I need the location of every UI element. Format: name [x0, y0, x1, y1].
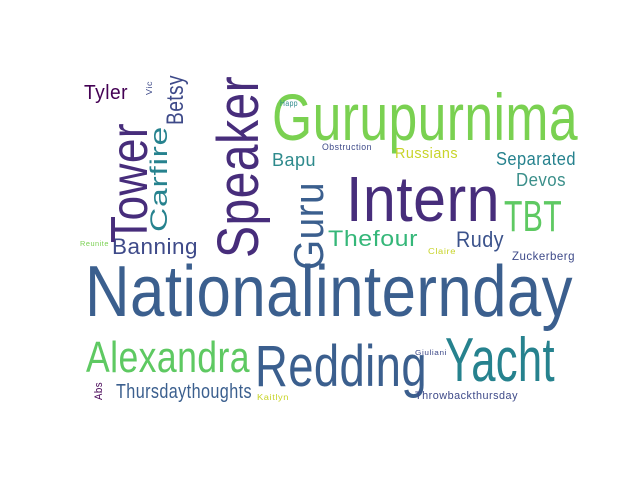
word-betsy: Betsy: [162, 75, 189, 125]
word-intern: Intern: [346, 163, 500, 235]
word-tbt: TBT: [504, 192, 562, 241]
word-zuckerberg: Zuckerberg: [512, 249, 575, 263]
word-speaker: Speaker: [206, 76, 271, 258]
word-gurupurnima: Gurupurnima: [272, 80, 578, 154]
word-redding: Redding: [255, 334, 427, 399]
word-kaitlyn: Kaitlyn: [257, 393, 289, 402]
word-yacht: Yacht: [445, 326, 555, 395]
word-reunite: Reunite: [80, 241, 109, 248]
word-thefour: Thefour: [328, 226, 418, 251]
word-separated: Separated: [496, 149, 576, 169]
word-tyler: Tyler: [84, 82, 128, 104]
word-banning: Banning: [112, 234, 198, 259]
word-happ: Happ: [280, 99, 298, 108]
word-thursdaythoughts: Thursdaythoughts: [116, 381, 252, 403]
word-tower: Tower: [101, 123, 159, 243]
word-giuliani: Giuliani: [415, 350, 447, 357]
word-devos: Devos: [516, 170, 566, 190]
word-throwbackthursday: Throwbackthursday: [415, 390, 518, 402]
word-claire: Claire: [428, 247, 456, 256]
word-guru: Guru: [285, 182, 332, 270]
word-obstruction: Obstruction: [322, 142, 372, 152]
word-nationalinternday: Nationalinternday: [85, 252, 573, 332]
word-bapu: Bapu: [272, 150, 316, 170]
word-russians: Russians: [395, 145, 458, 162]
word-rudy: Rudy: [456, 227, 504, 252]
word-abs: Abs: [93, 382, 105, 400]
word-alexandra: Alexandra: [86, 333, 250, 382]
word-carfire: Carfire: [146, 126, 173, 232]
word-vic: Vic: [145, 81, 154, 95]
